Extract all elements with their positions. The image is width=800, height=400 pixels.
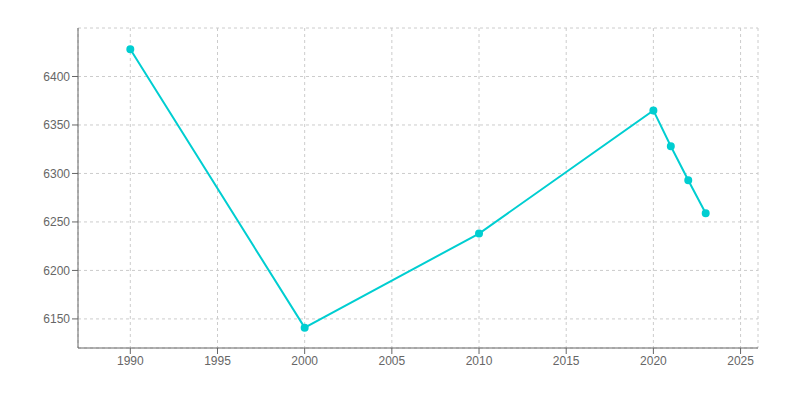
svg-text:2000: 2000 <box>291 354 318 368</box>
svg-text:1995: 1995 <box>204 354 231 368</box>
svg-text:2015: 2015 <box>553 354 580 368</box>
svg-text:2010: 2010 <box>466 354 493 368</box>
svg-text:6150: 6150 <box>43 312 70 326</box>
svg-text:6400: 6400 <box>43 70 70 84</box>
svg-text:2005: 2005 <box>378 354 405 368</box>
svg-text:1990: 1990 <box>117 354 144 368</box>
svg-text:2020: 2020 <box>640 354 667 368</box>
svg-text:6200: 6200 <box>43 264 70 278</box>
svg-text:6300: 6300 <box>43 167 70 181</box>
svg-text:2025: 2025 <box>727 354 754 368</box>
svg-text:6250: 6250 <box>43 215 70 229</box>
svg-text:6350: 6350 <box>43 118 70 132</box>
